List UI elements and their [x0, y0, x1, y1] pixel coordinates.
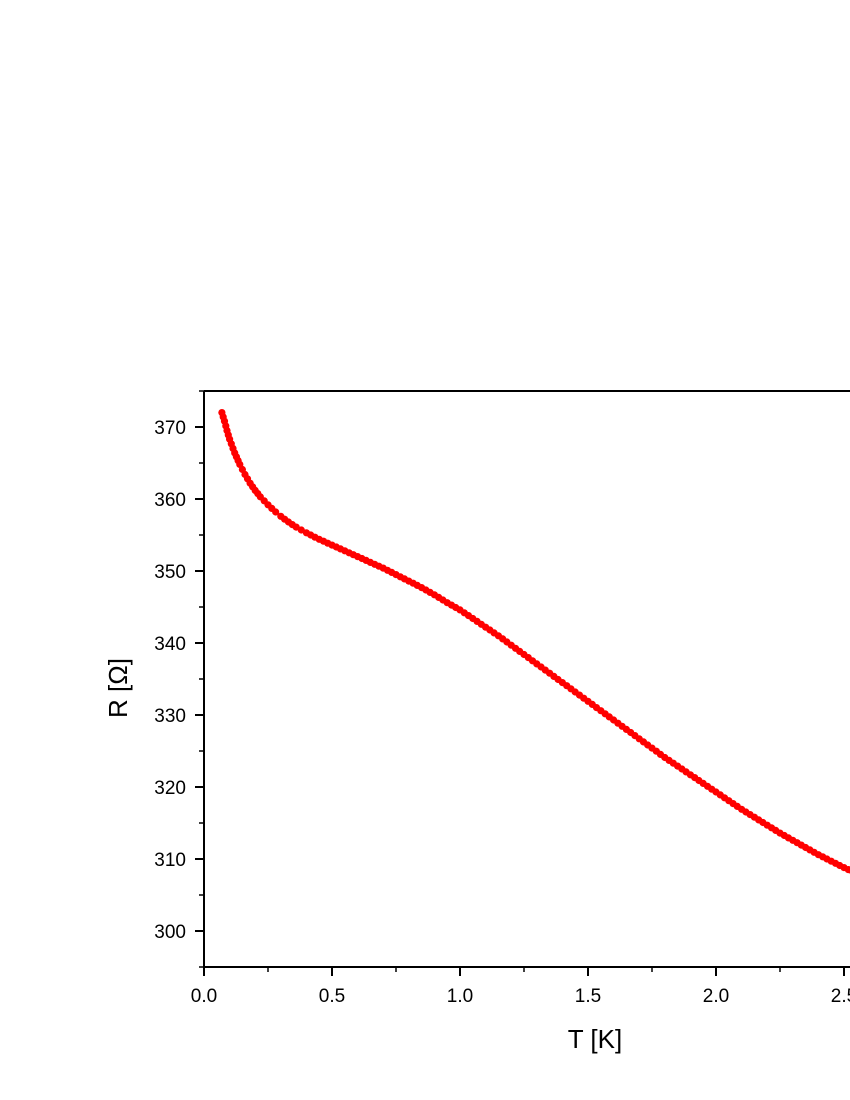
- x-tick-label: 1.5: [575, 986, 601, 1007]
- x-axis-label: T [K]: [568, 1024, 622, 1054]
- x-tick-label: 0.0: [191, 986, 217, 1007]
- y-tick-label: 300: [154, 922, 186, 943]
- series-group: [218, 409, 850, 875]
- y-tick-label: 330: [154, 706, 186, 727]
- y-tick-label: 340: [154, 634, 186, 655]
- ticks: 0.0 0.5 1.0 1.5 2.0 2.5 300 310 320 330 340 350 360 3…: [154, 390, 850, 1007]
- y-tick-label: 350: [154, 562, 186, 583]
- x-tick-label: 1.0: [447, 986, 473, 1007]
- y-axis-label: R [Ω]: [103, 658, 133, 718]
- data-point: [844, 866, 850, 874]
- x-tick-label: 2.5: [831, 986, 850, 1007]
- x-tick-label: 2.0: [703, 986, 729, 1007]
- y-tick-label: 360: [154, 490, 186, 511]
- y-tick-label: 370: [154, 418, 186, 439]
- y-tick-label: 310: [154, 850, 186, 871]
- series-line: [221, 412, 850, 871]
- axes: [203, 390, 850, 968]
- data-point: [272, 508, 280, 516]
- y-tick-label: 320: [154, 778, 186, 799]
- x-tick-label: 0.5: [319, 986, 345, 1007]
- data-layer: [218, 409, 850, 875]
